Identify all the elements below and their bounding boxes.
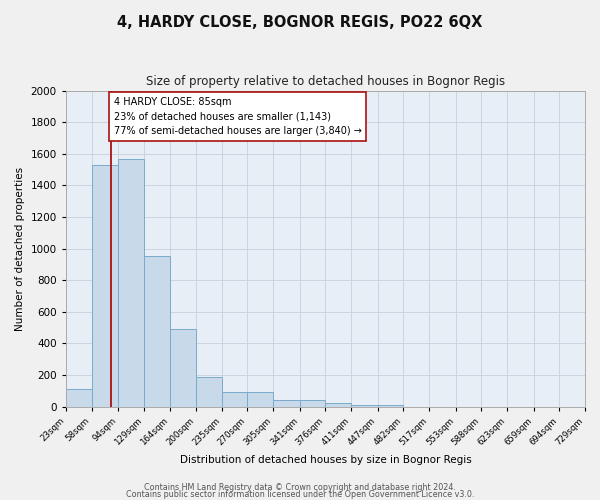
Bar bbox=[273, 400, 299, 406]
Title: Size of property relative to detached houses in Bognor Regis: Size of property relative to detached ho… bbox=[146, 75, 505, 88]
Bar bbox=[144, 256, 170, 406]
Bar bbox=[247, 392, 273, 406]
Text: Contains HM Land Registry data © Crown copyright and database right 2024.: Contains HM Land Registry data © Crown c… bbox=[144, 484, 456, 492]
Bar bbox=[351, 405, 377, 406]
Bar bbox=[118, 158, 144, 406]
Text: 4, HARDY CLOSE, BOGNOR REGIS, PO22 6QX: 4, HARDY CLOSE, BOGNOR REGIS, PO22 6QX bbox=[118, 15, 482, 30]
Text: 4 HARDY CLOSE: 85sqm
23% of detached houses are smaller (1,143)
77% of semi-deta: 4 HARDY CLOSE: 85sqm 23% of detached hou… bbox=[113, 97, 362, 136]
Bar bbox=[170, 329, 196, 406]
Bar bbox=[196, 378, 222, 406]
Bar bbox=[92, 165, 118, 406]
Y-axis label: Number of detached properties: Number of detached properties bbox=[15, 166, 25, 330]
Bar bbox=[299, 400, 325, 406]
Bar bbox=[222, 392, 247, 406]
Text: Contains public sector information licensed under the Open Government Licence v3: Contains public sector information licen… bbox=[126, 490, 474, 499]
Bar bbox=[377, 405, 403, 406]
Bar bbox=[325, 404, 351, 406]
X-axis label: Distribution of detached houses by size in Bognor Regis: Distribution of detached houses by size … bbox=[179, 455, 471, 465]
Bar bbox=[66, 389, 92, 406]
